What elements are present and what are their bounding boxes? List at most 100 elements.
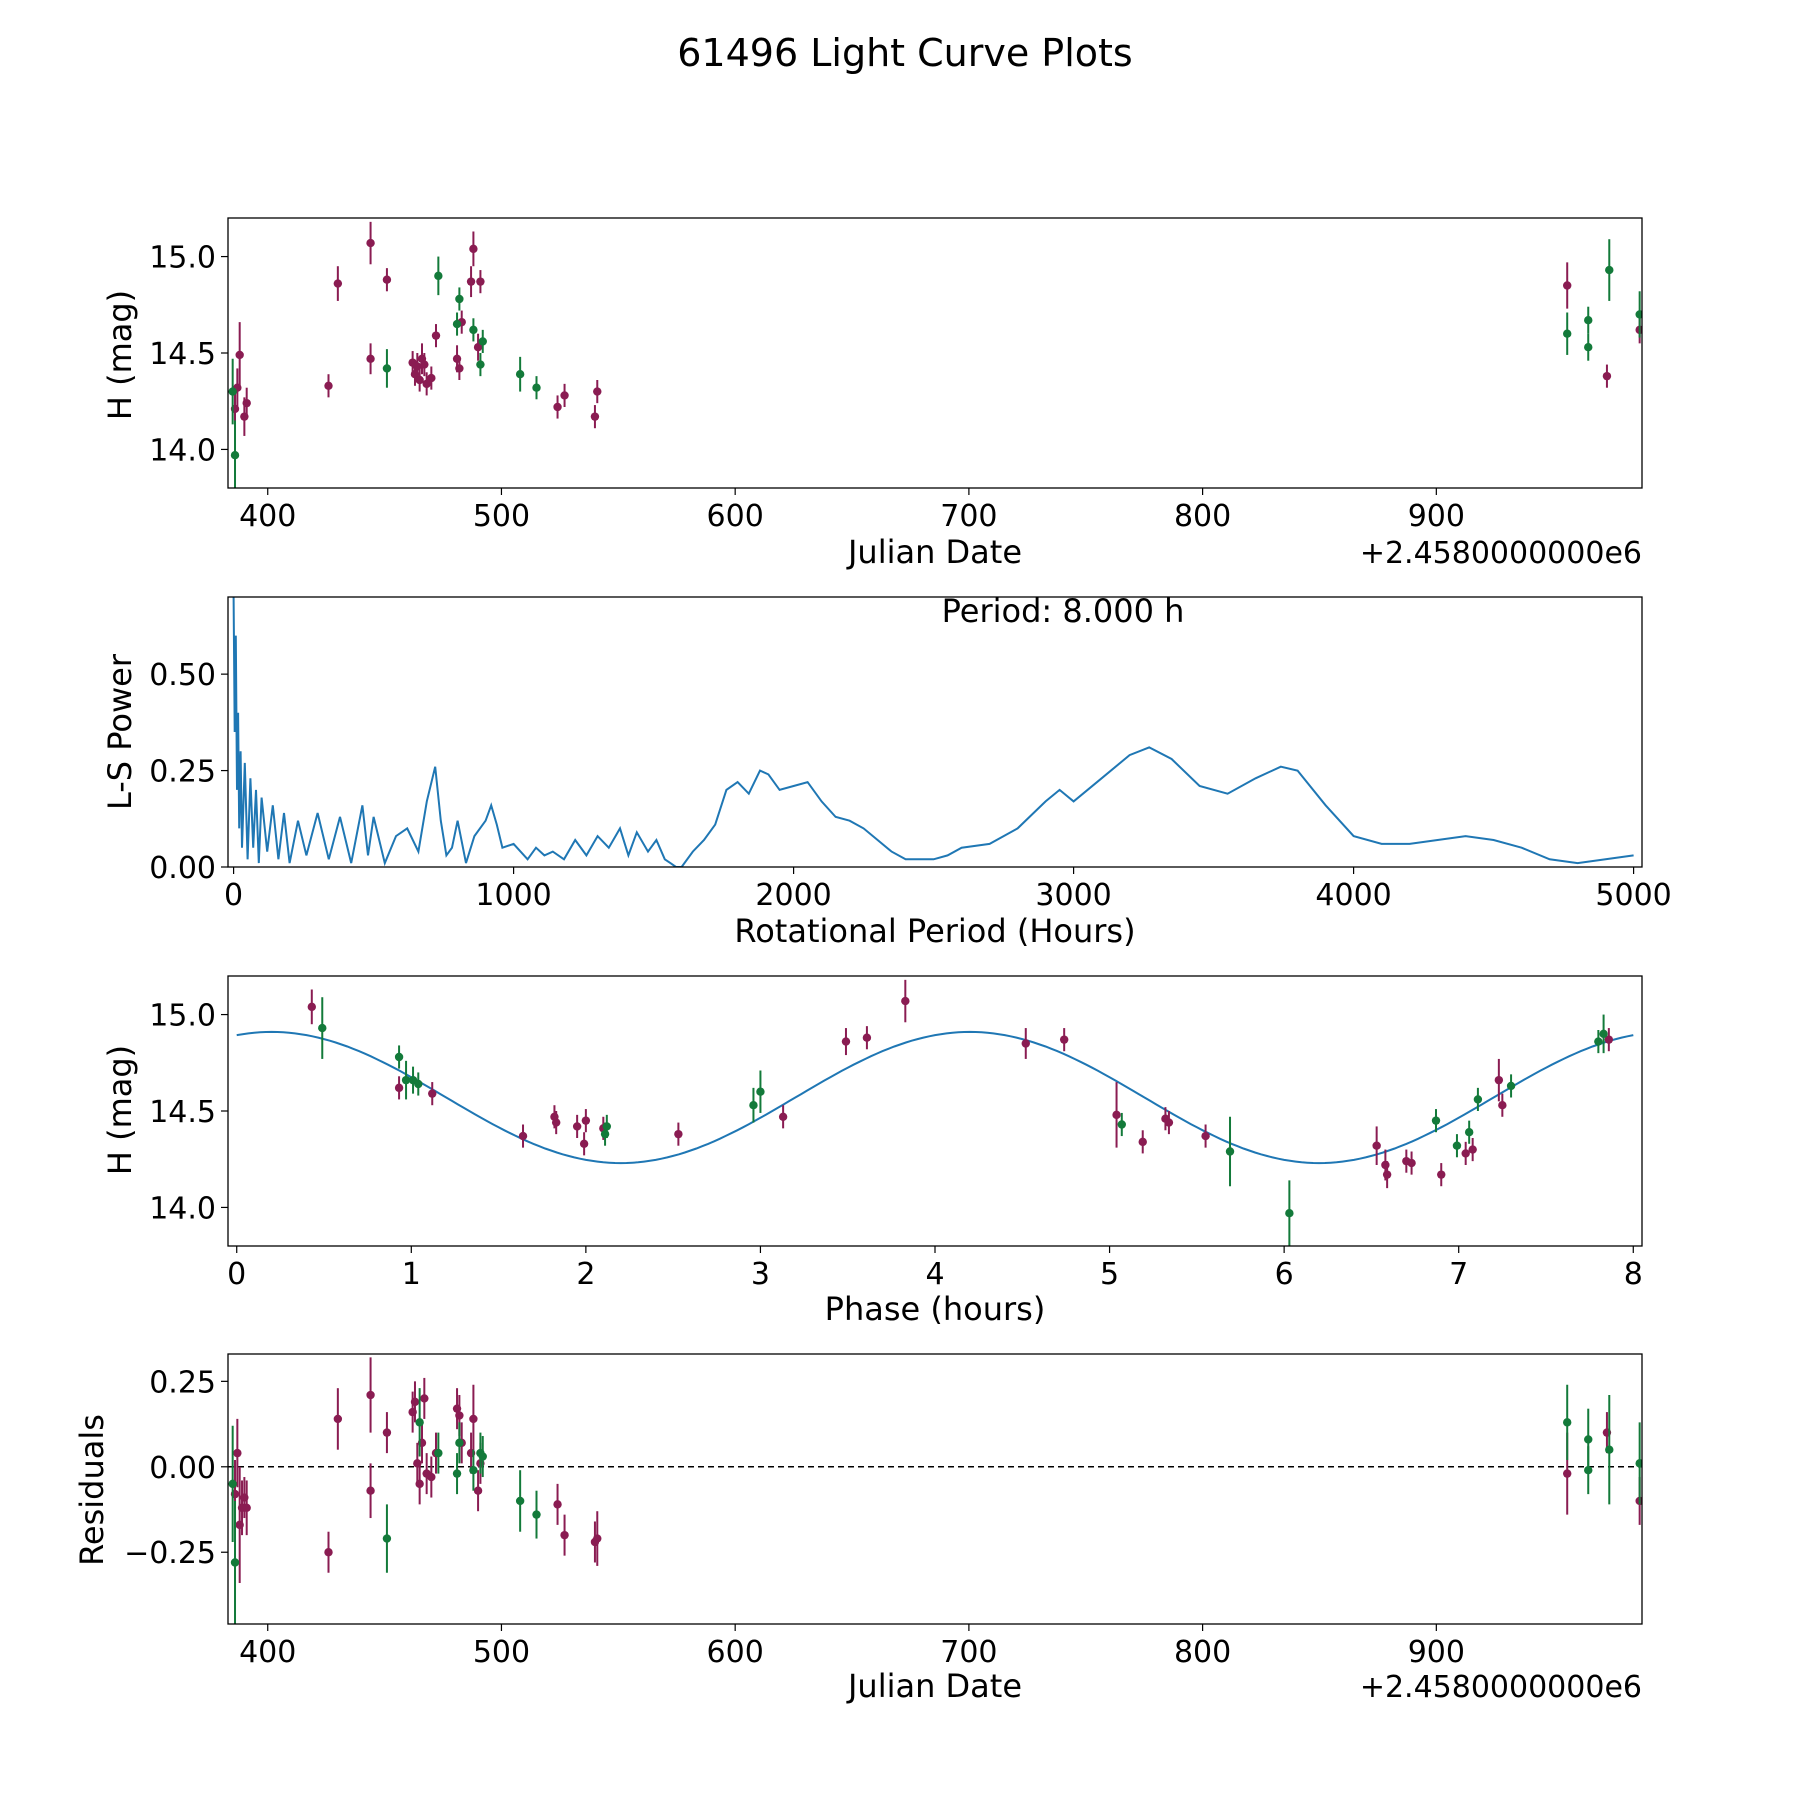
residuals-maroon-point	[333, 1414, 343, 1424]
phased-green-point	[1431, 1116, 1441, 1125]
lightcurve-maroon-point	[476, 277, 485, 286]
phased-green-point	[414, 1079, 423, 1089]
lightcurve-xtick-label: 600	[707, 499, 764, 534]
lightcurve-xlabel: Julian Date	[846, 533, 1022, 571]
lightcurve-xtick-label: 700	[940, 499, 997, 534]
lightcurve-maroon-point	[466, 277, 476, 286]
lightcurve-maroon-point	[1602, 371, 1612, 381]
phased-xtick-label: 7	[1449, 1257, 1468, 1292]
phased-maroon-point	[901, 996, 910, 1006]
phased-maroon-point	[572, 1122, 582, 1131]
residuals-green-point	[515, 1496, 525, 1506]
periodogram-xtick-label: 0	[224, 878, 243, 913]
residuals-maroon-point	[233, 1448, 242, 1458]
phased-marks	[236, 979, 1634, 1246]
lightcurve-xtick-label: 500	[473, 499, 530, 534]
residuals-ytick-label: −0.25	[124, 1536, 216, 1571]
residuals-maroon-point	[415, 1479, 424, 1489]
residuals-green-point	[415, 1418, 424, 1427]
residuals-ylabel: Residuals	[73, 1414, 111, 1566]
panel-lightcurve: 400 500 600 700 800 900 14.0 14.5 15.0 Julian Da…	[101, 217, 1643, 571]
lightcurve-maroon-point	[427, 373, 436, 383]
phased-maroon-point	[1021, 1039, 1030, 1048]
phased-maroon-point	[1112, 1110, 1121, 1120]
phased-green-point	[749, 1101, 758, 1110]
lightcurve-green-point	[1563, 329, 1572, 338]
lightcurve-green-point	[478, 337, 487, 346]
residuals-plot-area: 400 500 600 700 800 900 −0.25 0.00 0.25	[124, 1353, 1643, 1670]
lightcurve-axes-frame	[227, 217, 1643, 489]
lightcurve-green-point	[382, 364, 392, 373]
lightcurve-green-point	[1605, 265, 1614, 275]
lightcurve-green-point	[1584, 343, 1593, 352]
residuals-maroon-point	[455, 1411, 464, 1420]
lightcurve-maroon-point	[415, 375, 424, 385]
phased-fit-curve	[236, 1030, 1634, 1165]
lightcurve-ytick-label: 14.0	[149, 433, 216, 468]
phased-xtick-label: 1	[402, 1257, 421, 1292]
phased-xlabel: Phase (hours)	[825, 1290, 1046, 1328]
lightcurve-maroon-point	[590, 412, 600, 421]
phased-maroon-point	[1381, 1160, 1390, 1170]
phased-xtick-label: 4	[925, 1257, 944, 1292]
residuals-xlabel: Julian Date	[846, 1667, 1022, 1705]
residuals-green-point	[230, 1558, 240, 1567]
residuals-green-point	[469, 1466, 478, 1475]
lightcurve-maroon-point	[560, 391, 569, 400]
phased-maroon-point	[307, 1002, 316, 1012]
phased-green-point	[394, 1052, 404, 1062]
lightcurve-green-point	[1635, 310, 1642, 319]
phased-green-point	[1473, 1095, 1483, 1104]
residuals-green-point	[1563, 1418, 1572, 1427]
phased-green-point	[1452, 1141, 1462, 1150]
lightcurve-maroon-point	[553, 402, 562, 412]
phased-maroon-point	[841, 1037, 851, 1046]
periodogram-xtick-label: 3000	[1035, 878, 1111, 913]
residuals-xtick-label: 600	[707, 1635, 764, 1670]
residuals-maroon-point	[473, 1486, 483, 1495]
periodogram-ytick-label: 0.25	[149, 755, 216, 790]
periodogram-annotation: Period: 8.000 h	[942, 592, 1185, 630]
phased-green-point	[1225, 1147, 1235, 1156]
residuals-green-point	[532, 1510, 541, 1519]
lightcurve-green-point	[455, 294, 464, 304]
lightcurve-xtick-label: 400	[239, 499, 296, 534]
phased-maroon-point	[1372, 1141, 1381, 1150]
lightcurve-maroon-point	[422, 379, 431, 389]
residuals-xtick-label: 700	[940, 1635, 997, 1670]
lightcurve-maroon-point	[420, 360, 429, 369]
phased-maroon-point	[1201, 1131, 1210, 1141]
phased-maroon-point	[778, 1112, 788, 1121]
lightcurve-maroon-point	[333, 279, 343, 288]
phased-maroon-point	[1437, 1170, 1446, 1179]
phased-xtick-label: 6	[1275, 1257, 1294, 1292]
lightcurve-maroon-point	[431, 331, 441, 340]
lightcurve-maroon-point	[1563, 281, 1572, 290]
lightcurve-maroon-point	[366, 354, 375, 363]
phased-maroon-point	[1382, 1170, 1392, 1179]
residuals-ytick-label: 0.25	[149, 1365, 216, 1400]
lightcurve-offset-text: +2.4580000000e6	[1360, 536, 1642, 571]
lightcurve-xtick-label: 900	[1408, 499, 1465, 534]
phased-xtick-label: 3	[751, 1257, 770, 1292]
residuals-ytick-label: 0.00	[149, 1451, 216, 1486]
phased-green-point	[1285, 1209, 1294, 1218]
residuals-maroon-point	[366, 1390, 375, 1400]
residuals-maroon-point	[324, 1548, 333, 1557]
lightcurve-maroon-point	[324, 381, 333, 390]
lightcurve-maroon-point	[382, 275, 392, 284]
residuals-green-point	[1635, 1459, 1642, 1468]
lightcurve-green-point	[476, 360, 485, 369]
residuals-green-point	[455, 1438, 464, 1448]
lightcurve-maroon-point	[366, 238, 375, 248]
residuals-green-point	[382, 1534, 392, 1543]
lightcurve-maroon-point	[469, 244, 478, 254]
residuals-xtick-label: 800	[1174, 1635, 1231, 1670]
phased-maroon-point	[862, 1033, 872, 1042]
residuals-green-point	[1605, 1445, 1614, 1454]
lightcurve-xtick-label: 800	[1174, 499, 1231, 534]
residuals-maroon-point	[420, 1394, 429, 1403]
lightcurve-ytick-label: 15.0	[149, 241, 216, 276]
residuals-maroon-point	[593, 1534, 602, 1543]
